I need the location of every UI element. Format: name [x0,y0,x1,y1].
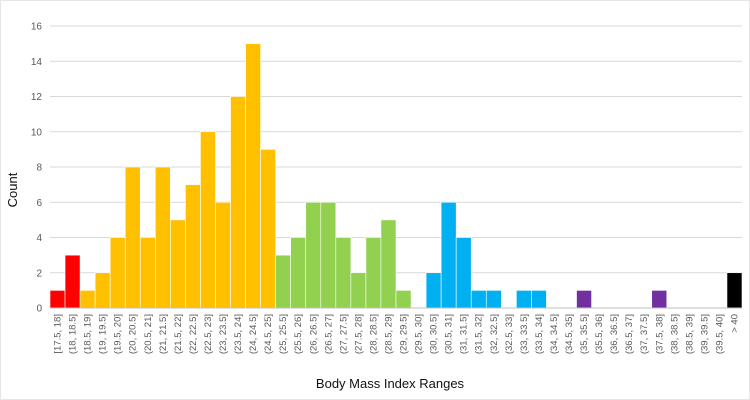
x-tick-label: (26, 26.5] [308,314,319,354]
y-tick-label: 4 [36,233,42,244]
bar [185,184,201,309]
x-tick-label: (24.5, 25] [263,314,274,354]
bar [531,290,547,309]
x-tick-label: (25.5, 26] [293,314,304,354]
x-tick-label: (18, 18.5] [68,314,79,354]
x-tick-label: (23, 23.5] [218,314,229,354]
bar [651,290,668,309]
x-tick-label: (37.5, 38] [654,314,665,354]
x-tick-label: (34.5, 35] [564,314,575,354]
bar [230,96,246,309]
x-tick-label: (21, 21.5] [158,314,169,354]
x-tick-label: (20.5, 21] [143,314,154,354]
x-tick-label: (35.5, 36] [594,314,605,354]
bar [290,237,307,309]
x-tick-label: (37, 37.5] [639,314,650,354]
x-axis-title: Body Mass Index Ranges [316,376,465,391]
bar [245,43,261,309]
x-tick-label: (34, 34.5] [549,314,560,354]
x-tick-label: (19, 19.5] [98,314,109,354]
bar [335,237,352,309]
bar [124,166,141,309]
bar [516,290,532,309]
x-tick-label: (18.5, 19] [83,314,94,354]
x-tick-label: (36.5, 37] [624,314,635,354]
y-tick-label: 16 [31,22,43,33]
x-tick-label: [17.5, 18] [53,314,64,354]
x-tick-label: (28, 28.5] [368,314,379,354]
x-tick-label: (19.5, 20] [113,314,124,354]
x-tick-label: (33.5, 34] [534,314,545,354]
x-tick-label: (24, 24.5] [248,314,259,354]
x-axis-ticks: [17.5, 18] (18, 18.5] (18.5, 19] (19, 19.5]… [53,314,741,354]
bar [395,290,412,309]
y-axis-title: Count [5,172,20,207]
bar [726,272,743,309]
y-axis-ticks: 0 2 4 6 8 10 12 14 16 [31,22,43,315]
x-tick-label: (29.5, 30] [414,314,425,354]
bar [79,290,96,309]
x-tick-label: (25, 25.5] [278,314,289,354]
x-tick-label: (22, 22.5] [188,314,199,354]
bar [49,290,66,309]
y-tick-label: 12 [31,92,43,103]
x-tick-label: (30, 30.5] [429,314,440,354]
bar [425,272,442,309]
x-tick-label: (27.5, 28] [353,314,364,354]
x-tick-label: (33, 33.5] [519,314,530,354]
x-tick-label: (23.5, 24] [233,314,244,354]
x-tick-label: (28.5, 29] [383,314,394,354]
bar [380,219,397,309]
x-tick-label: (29, 29.5] [399,314,410,354]
bar [64,254,81,309]
x-tick-label: > 40 [729,314,740,333]
x-tick-label: (20, 20.5] [128,314,139,354]
x-tick-label: (39, 39.5] [699,314,710,354]
x-tick-label: (36, 36.5] [609,314,620,354]
x-tick-label: (30.5, 31] [444,314,455,354]
bar [200,131,216,309]
bar [365,237,382,309]
bar [350,272,367,309]
y-tick-label: 14 [31,57,43,68]
bar [94,272,111,309]
bar [155,166,171,309]
x-tick-label: (32.5, 33] [504,314,515,354]
bars [49,43,743,309]
y-tick-label: 2 [36,268,42,279]
y-tick-label: 8 [36,163,42,174]
bar [215,201,231,309]
x-tick-label: (22.5, 23] [203,314,214,354]
bar [260,149,276,309]
bar [485,290,502,309]
bar [305,201,322,309]
x-tick-label: (39.5, 40] [714,314,725,354]
bar [470,290,487,309]
bar [576,290,592,309]
y-tick-label: 10 [31,127,43,138]
y-tick-label: 0 [36,304,42,315]
bar [455,237,472,309]
x-tick-label: (38.5, 39] [684,314,695,354]
x-tick-label: (31, 31.5] [459,314,470,354]
x-tick-label: (21.5, 22] [173,314,184,354]
y-tick-label: 6 [36,198,42,209]
x-tick-label: (26.5, 27] [323,314,334,354]
x-tick-label: (35, 35.5] [579,314,590,354]
x-tick-label: (31.5, 32] [474,314,485,354]
bar [320,201,337,309]
bar [275,254,291,309]
x-tick-label: (27, 27.5] [338,314,349,354]
bar [440,201,457,309]
bar [170,219,186,309]
x-tick-label: (38, 38.5] [669,314,680,354]
bar [139,237,156,309]
bar [109,237,126,309]
x-tick-label: (32, 32.5] [489,314,500,354]
